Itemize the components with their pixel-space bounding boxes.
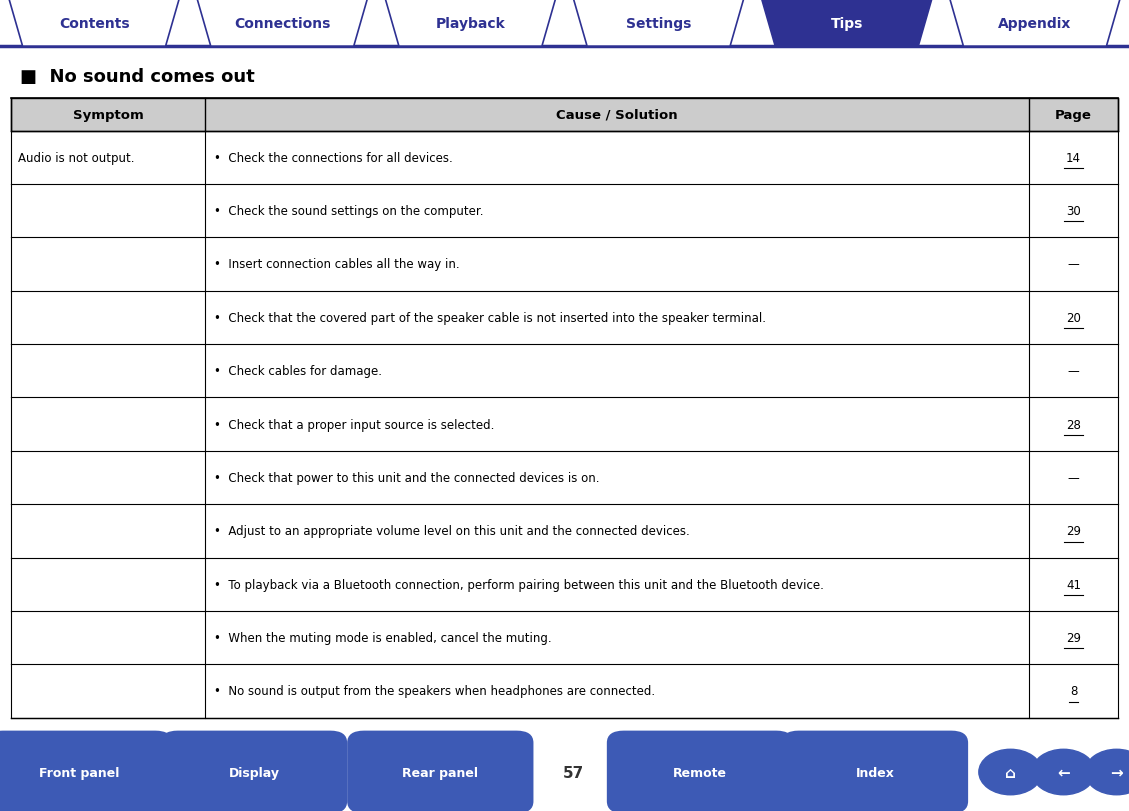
Text: Page: Page: [1054, 109, 1092, 122]
Text: Appendix: Appendix: [998, 16, 1071, 31]
Text: 30: 30: [1066, 205, 1080, 218]
FancyBboxPatch shape: [11, 291, 1118, 345]
Polygon shape: [198, 0, 367, 47]
Text: Rear panel: Rear panel: [402, 766, 479, 779]
FancyBboxPatch shape: [11, 185, 1118, 238]
Polygon shape: [9, 0, 180, 47]
FancyBboxPatch shape: [0, 731, 173, 811]
Text: Symptom: Symptom: [72, 109, 143, 122]
Text: ■  No sound comes out: ■ No sound comes out: [20, 68, 255, 86]
Text: Settings: Settings: [625, 16, 691, 31]
Polygon shape: [385, 0, 555, 47]
Text: Playback: Playback: [436, 16, 506, 31]
Text: →: →: [1110, 765, 1123, 779]
Text: 28: 28: [1066, 418, 1080, 431]
Text: ⌂: ⌂: [1005, 765, 1016, 779]
FancyBboxPatch shape: [781, 731, 969, 811]
Polygon shape: [762, 0, 931, 47]
FancyBboxPatch shape: [348, 731, 533, 811]
Text: •  Check the sound settings on the computer.: • Check the sound settings on the comput…: [215, 205, 483, 218]
Text: •  Check that the covered part of the speaker cable is not inserted into the spe: • Check that the covered part of the spe…: [215, 311, 765, 324]
FancyBboxPatch shape: [11, 664, 1118, 718]
Polygon shape: [574, 0, 744, 47]
Text: —: —: [1068, 365, 1079, 378]
Text: Contents: Contents: [59, 16, 130, 31]
Circle shape: [1032, 749, 1095, 795]
FancyBboxPatch shape: [11, 504, 1118, 558]
Text: •  Check the connections for all devices.: • Check the connections for all devices.: [215, 152, 453, 165]
FancyBboxPatch shape: [607, 731, 794, 811]
Text: ←: ←: [1057, 765, 1070, 779]
Text: •  Adjust to an appropriate volume level on this unit and the connected devices.: • Adjust to an appropriate volume level …: [215, 525, 690, 538]
Text: •  When the muting mode is enabled, cancel the muting.: • When the muting mode is enabled, cance…: [215, 631, 552, 644]
Text: •  Check that power to this unit and the connected devices is on.: • Check that power to this unit and the …: [215, 471, 599, 484]
Text: Cause / Solution: Cause / Solution: [557, 109, 677, 122]
Text: Audio is not output.: Audio is not output.: [18, 152, 134, 165]
FancyBboxPatch shape: [11, 398, 1118, 451]
Circle shape: [979, 749, 1042, 795]
Text: Connections: Connections: [234, 16, 331, 31]
FancyBboxPatch shape: [11, 238, 1118, 291]
FancyBboxPatch shape: [11, 99, 1118, 131]
Text: —: —: [1068, 258, 1079, 271]
Text: Front panel: Front panel: [38, 766, 120, 779]
Text: 57: 57: [563, 765, 584, 779]
Text: 20: 20: [1066, 311, 1080, 324]
FancyBboxPatch shape: [11, 131, 1118, 185]
Text: Index: Index: [856, 766, 894, 779]
Text: •  To playback via a Bluetooth connection, perform pairing between this unit and: • To playback via a Bluetooth connection…: [215, 578, 824, 591]
Text: 29: 29: [1066, 525, 1080, 538]
Text: 14: 14: [1066, 152, 1080, 165]
FancyBboxPatch shape: [11, 558, 1118, 611]
Text: •  Check cables for damage.: • Check cables for damage.: [215, 365, 382, 378]
Text: Tips: Tips: [831, 16, 863, 31]
Text: 41: 41: [1066, 578, 1080, 591]
FancyBboxPatch shape: [11, 345, 1118, 398]
Text: •  Check that a proper input source is selected.: • Check that a proper input source is se…: [215, 418, 495, 431]
Text: 8: 8: [1070, 684, 1077, 697]
Polygon shape: [949, 0, 1120, 47]
Text: —: —: [1068, 471, 1079, 484]
FancyBboxPatch shape: [11, 451, 1118, 504]
FancyBboxPatch shape: [11, 611, 1118, 664]
Text: Remote: Remote: [673, 766, 727, 779]
Text: Display: Display: [228, 766, 280, 779]
Circle shape: [1085, 749, 1129, 795]
FancyBboxPatch shape: [161, 731, 348, 811]
Text: 29: 29: [1066, 631, 1080, 644]
Text: •  Insert connection cables all the way in.: • Insert connection cables all the way i…: [215, 258, 460, 271]
Text: •  No sound is output from the speakers when headphones are connected.: • No sound is output from the speakers w…: [215, 684, 655, 697]
